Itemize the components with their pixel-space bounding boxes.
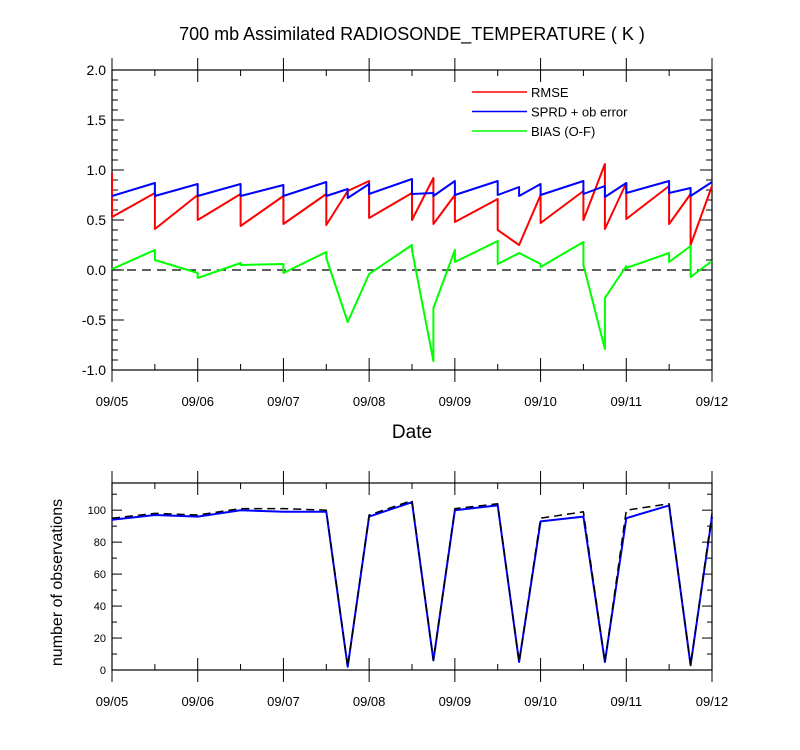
y-tick-label: 1.5 — [87, 112, 107, 128]
x-tick-label: 09/07 — [267, 694, 300, 709]
y-tick-label: 1.0 — [87, 162, 107, 178]
y-tick-label: 80 — [94, 537, 106, 549]
legend-label: BIAS (O-F) — [531, 124, 595, 139]
series-line-sprd-ob-error — [111, 178, 713, 199]
x-tick-label: 09/12 — [696, 394, 729, 409]
y-tick-label: 60 — [94, 569, 106, 581]
y-tick-label: 20 — [94, 633, 106, 645]
y-tick-label: 2.0 — [87, 62, 107, 78]
y-tick-label: 40 — [94, 601, 106, 613]
x-tick-label: 09/12 — [696, 694, 729, 709]
y-tick-label: -0.5 — [82, 312, 106, 328]
legend-label: SPRD + ob error — [531, 105, 628, 120]
x-tick-label: 09/07 — [267, 394, 300, 409]
bottom-panel: 0 20 40 60 80 100 09/05 09/06 09/07 09/08 09/09 09/… — [49, 471, 728, 709]
y-tick-label: -1.0 — [82, 362, 106, 378]
y-tick-label: 100 — [88, 505, 106, 517]
series-line-solid — [111, 501, 713, 668]
x-tick-label: 09/06 — [181, 394, 214, 409]
x-tick-label: 09/11 — [610, 694, 642, 709]
x-tick-label: 09/10 — [524, 394, 557, 409]
series-line-rmse — [111, 163, 713, 246]
x-tick-label: 09/08 — [353, 394, 386, 409]
x-tick-label: 09/08 — [353, 694, 386, 709]
series-line-dashed — [111, 499, 713, 668]
x-tick-label: 09/05 — [96, 394, 129, 409]
legend-label: RMSE — [531, 85, 569, 100]
series-line-bias-o-f — [111, 240, 713, 362]
plot-frame — [111, 482, 713, 671]
y-tick-label: 0 — [100, 665, 106, 677]
x-tick-label: 09/09 — [439, 694, 472, 709]
chart-title: 700 mb Assimilated RADIOSONDE_TEMPERATUR… — [179, 24, 645, 45]
x-tick-label: 09/09 — [439, 394, 472, 409]
x-tick-label: 09/06 — [181, 694, 214, 709]
y-tick-label: 0.0 — [87, 262, 107, 278]
x-tick-label: 09/10 — [524, 694, 557, 709]
y-axis-label: number of observations — [49, 499, 66, 666]
x-axis-label: Date — [392, 422, 432, 443]
x-tick-label: 09/11 — [610, 394, 642, 409]
y-tick-label: 0.5 — [87, 212, 107, 228]
x-tick-label: 09/05 — [96, 694, 129, 709]
top-panel: -1.0 -0.5 0.0 0.5 1.0 1.5 2.0 09/05 09/06 09/07 09… — [82, 58, 728, 443]
